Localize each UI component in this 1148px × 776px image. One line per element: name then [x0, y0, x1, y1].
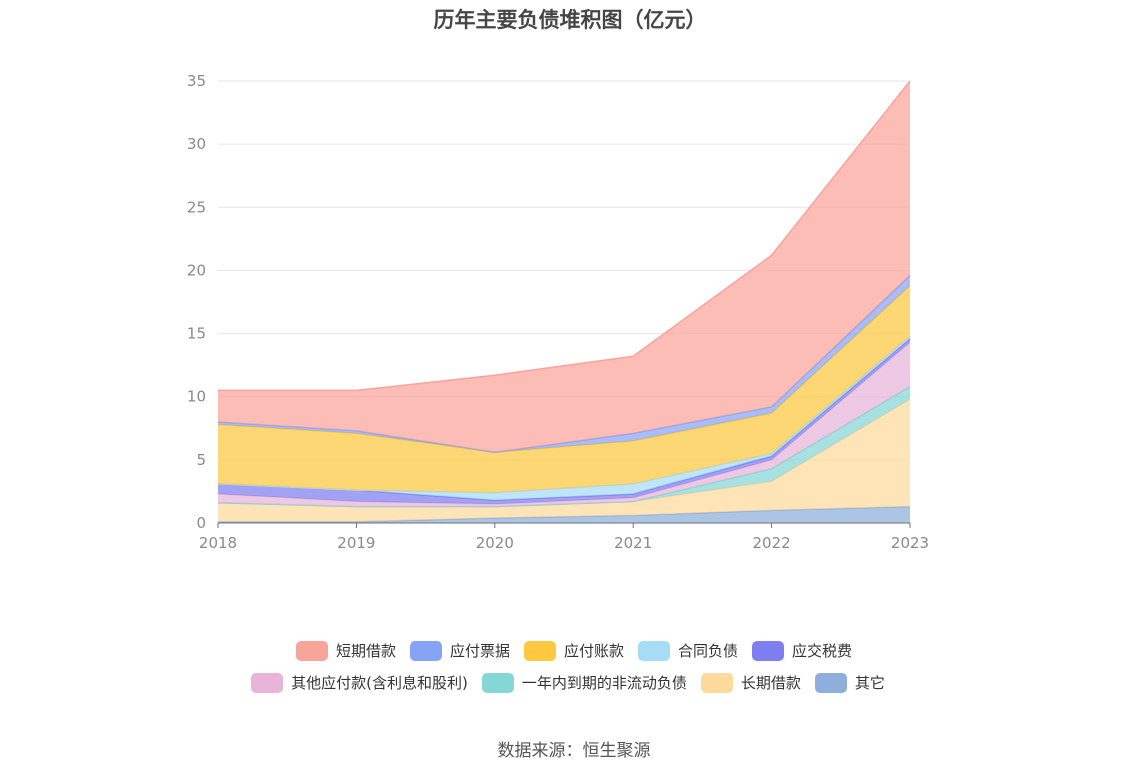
- y-tick-label: 15: [187, 325, 206, 343]
- y-tick-label: 0: [196, 514, 206, 532]
- legend-label: 应付票据: [449, 642, 510, 660]
- area-series-1: [218, 399, 910, 522]
- y-tick-label: 25: [187, 198, 206, 216]
- legend-item[interactable]: 应付票据: [409, 640, 510, 661]
- x-tick-label: 2023: [891, 534, 929, 552]
- x-tick-label: 2021: [614, 534, 652, 552]
- legend-swatch: [752, 640, 785, 661]
- legend-item[interactable]: 合同负债: [638, 640, 738, 661]
- legend-item[interactable]: 其他应付款(含利息和股利): [251, 672, 468, 693]
- legend-item[interactable]: 短期借款: [295, 640, 396, 661]
- stacked-area-chart: 0 5 10 15 20 25 30 35 2018 2019 2020 2021 2022 2023: [187, 72, 929, 552]
- y-tick-label: 20: [187, 261, 206, 279]
- y-tick-label: 35: [187, 72, 206, 90]
- area-series: [217, 80, 911, 523]
- legend-swatch: [638, 640, 670, 661]
- chart-title: 历年主要负债堆积图（亿元）: [433, 8, 707, 32]
- legend-swatch: [700, 672, 733, 693]
- x-tick-label: 2022: [753, 534, 791, 552]
- legend-label: 合同负债: [678, 642, 739, 660]
- x-tick-label: 2019: [337, 534, 375, 552]
- legend-row-2: 其他应付款(含利息和股利) 一年内到期的非流动负债 长期借款 其它: [0, 672, 1142, 693]
- legend-label: 长期借款: [740, 674, 801, 692]
- legend-swatch: [251, 672, 284, 693]
- legend-swatch: [814, 672, 847, 693]
- legend-swatch: [481, 672, 514, 693]
- legend-label: 一年内到期的非流动负债: [521, 674, 687, 692]
- legend-row-1: 短期借款 应付票据 应付账款 合同负债 应交税费: [0, 640, 1148, 661]
- legend-swatch: [409, 640, 442, 661]
- legend-label: 应交税费: [792, 642, 853, 660]
- data-source-note: 数据来源：恒生聚源: [497, 741, 651, 761]
- y-tick-label: 5: [196, 451, 206, 469]
- y-tick-label: 10: [187, 388, 206, 406]
- legend-item[interactable]: 其它: [814, 672, 885, 693]
- x-tick-label: 2020: [476, 534, 514, 552]
- legend-item[interactable]: 应付账款: [523, 640, 624, 661]
- x-tick-label: 2018: [199, 534, 237, 552]
- legend-swatch: [523, 640, 556, 661]
- area-series-0: [218, 506, 910, 523]
- legend-label: 其他应付款(含利息和股利): [291, 674, 468, 692]
- legend-label: 应付账款: [563, 642, 624, 660]
- area-series-6: [218, 285, 910, 493]
- legend-label: 其它: [854, 674, 885, 692]
- series-line-8: [218, 80, 911, 392]
- area-series-8: [218, 81, 910, 453]
- legend-label: 短期借款: [335, 642, 396, 660]
- axes: 0 5 10 15 20 25 30 35 2018 2019 2020 2021 2022 2023: [187, 72, 929, 552]
- legend-item[interactable]: 一年内到期的非流动负债: [481, 672, 687, 693]
- legend-item[interactable]: 长期借款: [700, 672, 801, 693]
- y-tick-label: 30: [187, 135, 206, 153]
- legend-swatch: [295, 640, 328, 661]
- legend-item[interactable]: 应交税费: [752, 640, 852, 661]
